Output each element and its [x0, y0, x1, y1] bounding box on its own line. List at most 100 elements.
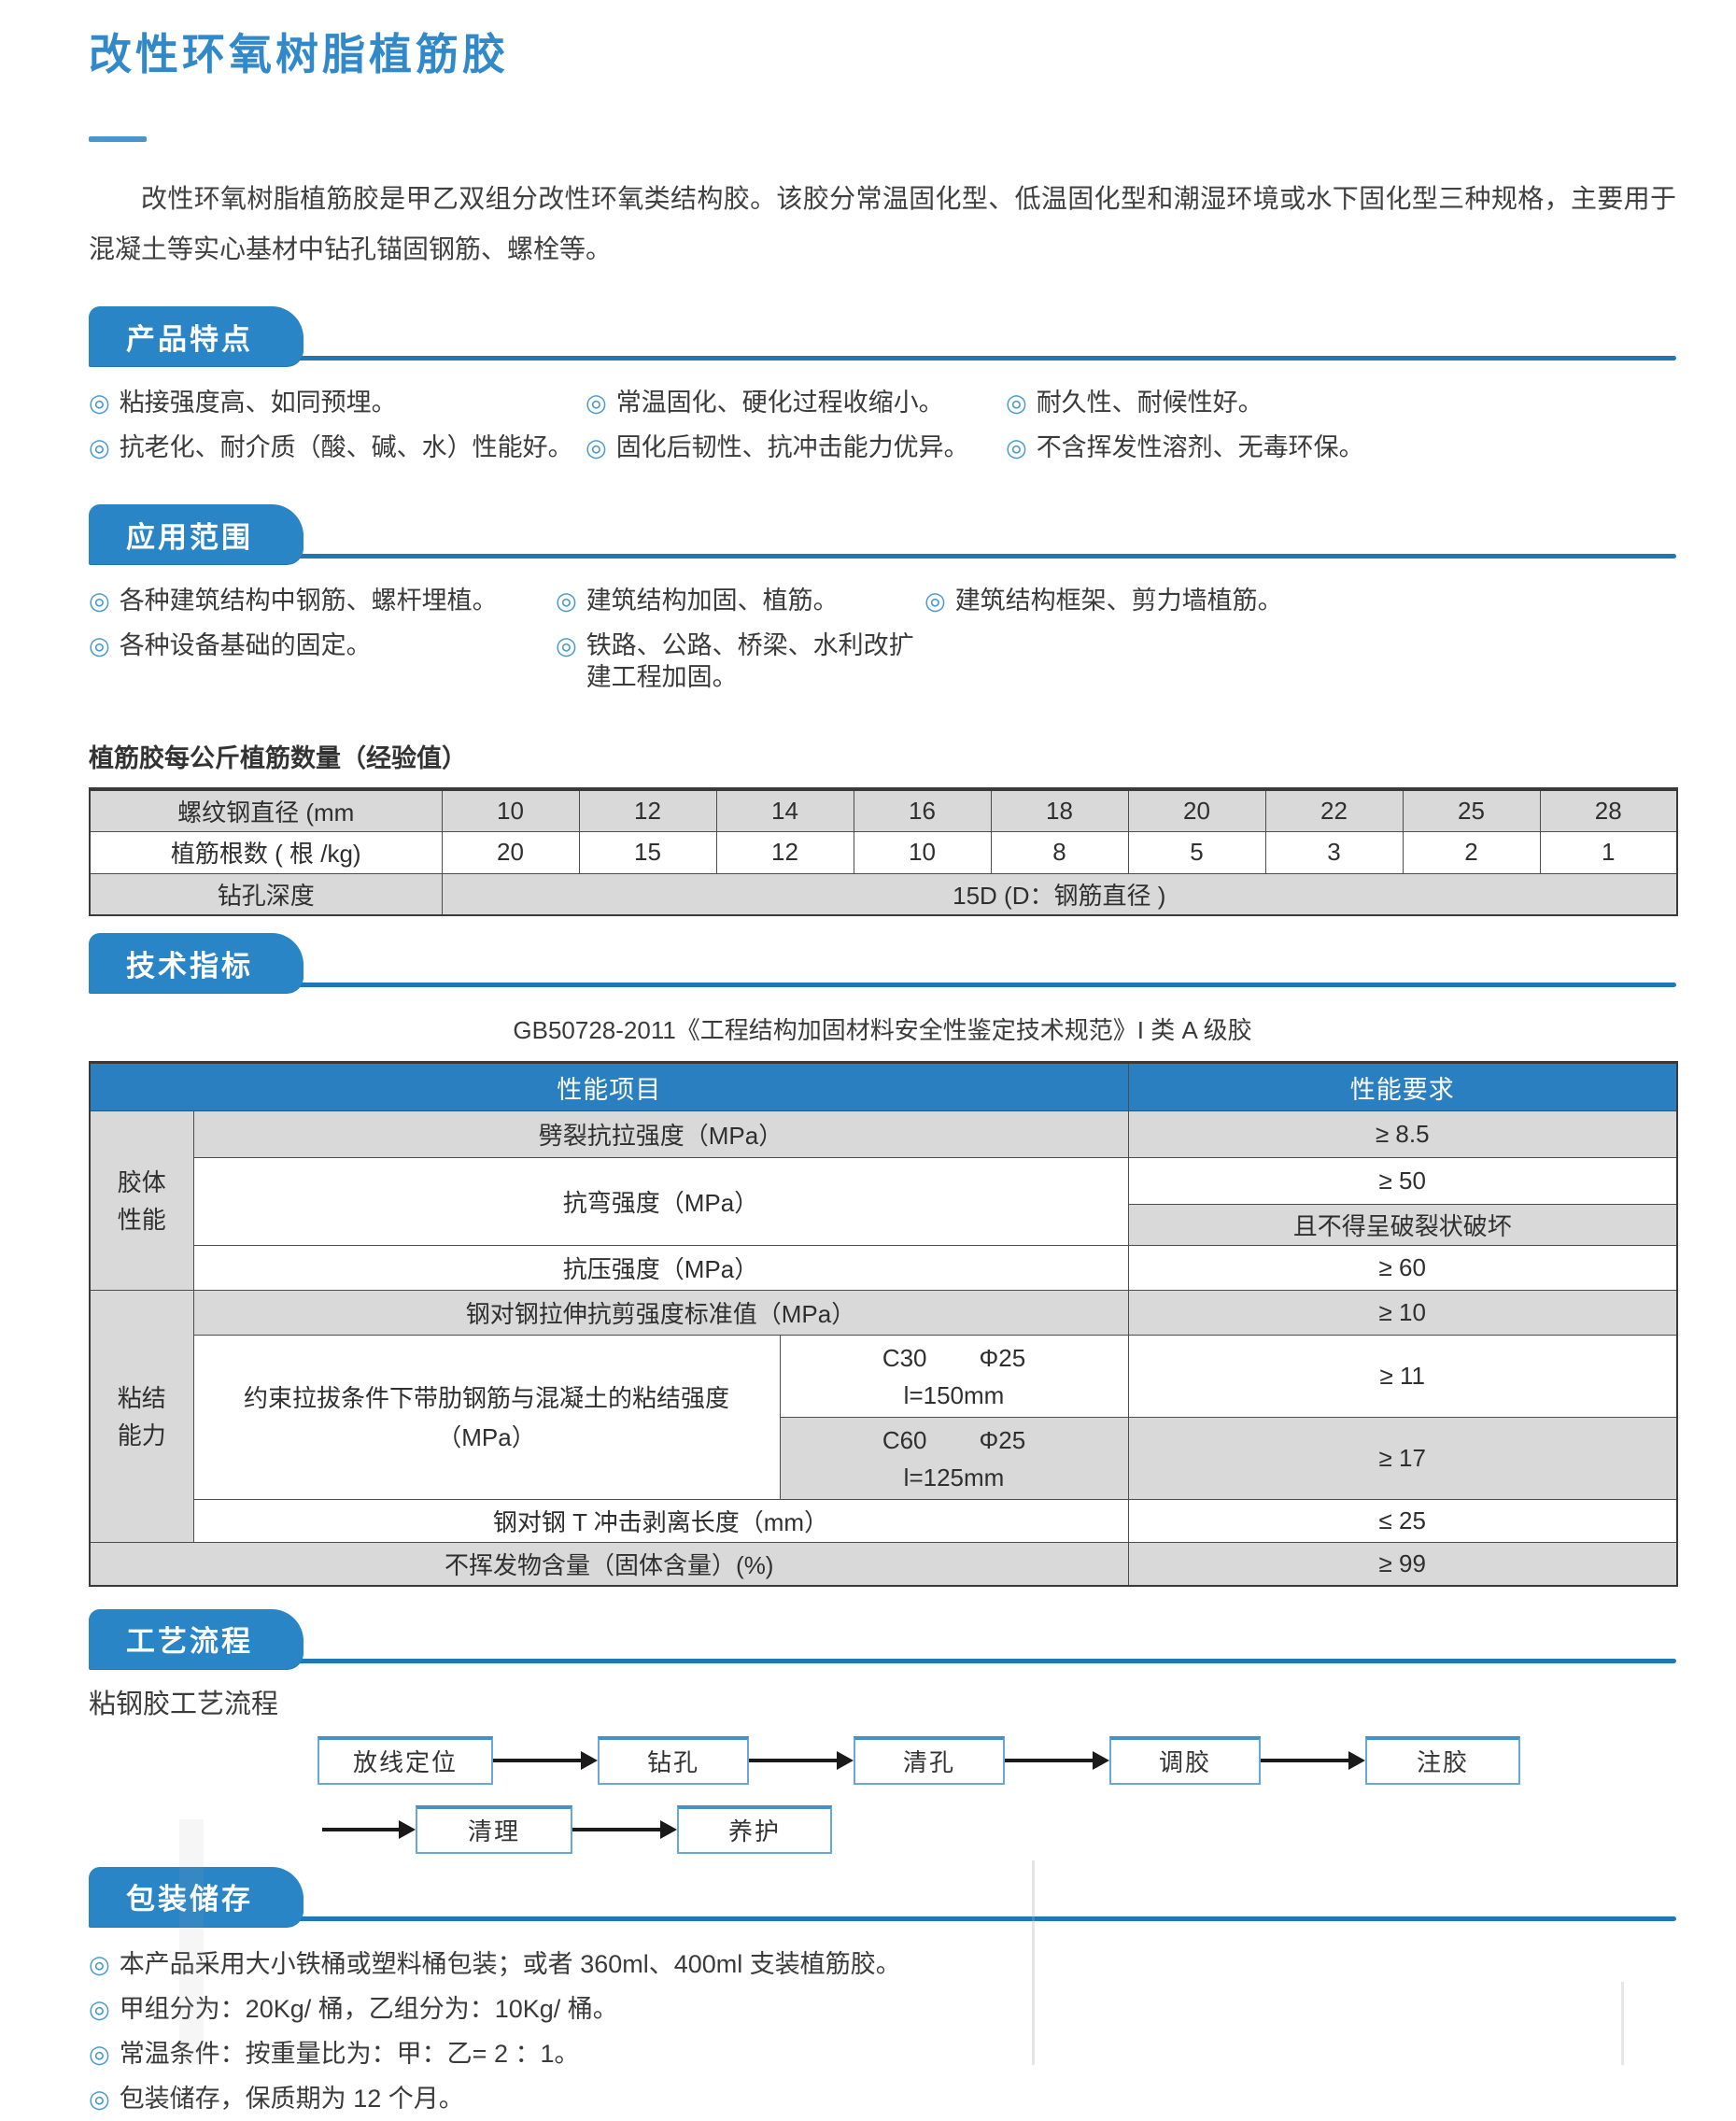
bullet-icon: ◎ [1006, 389, 1027, 417]
condition-cell: C60 Φ25 l=125mm [779, 1417, 1129, 1500]
section-header-packaging: 包装储存 [89, 1866, 1676, 1927]
list-item: ◎ 包装储存，保质期为 12 个月。 [89, 2076, 1676, 2121]
packaging-text: 甲组分为：20Kg/ 桶，乙组分为：10Kg/ 桶。 [119, 1994, 618, 2023]
section-title: 包装储存 [126, 1883, 253, 1916]
bullet-icon: ◎ [89, 587, 110, 615]
requirement-cell: ≥ 17 [1127, 1417, 1678, 1500]
section-badge-features: 产品特点 [89, 306, 303, 366]
count-value: 5 [1127, 830, 1266, 874]
list-item: ◎ 不含挥发性溶剂、无毒环保。 [1006, 431, 1676, 463]
section-rule [91, 356, 1676, 361]
diameter-value: 12 [578, 788, 717, 832]
arrow-right-icon [1005, 1750, 1109, 1770]
feature-text: 耐久性、耐候性好。 [1036, 389, 1263, 417]
bullet-icon: ◎ [924, 587, 946, 615]
packaging-list: ◎ 本产品采用大小铁桶或塑料桶包装；或者 360ml、400ml 支装植筋胶。 ◎… [89, 1942, 1676, 2121]
flow-step: 注胶 [1365, 1735, 1520, 1785]
bullet-icon: ◎ [586, 389, 607, 417]
list-item: ◎ 甲组分为：20Kg/ 桶，乙组分为：10Kg/ 桶。 [89, 1987, 1676, 2031]
property-cell: 约束拉拔条件下带肋钢筋与混凝土的粘结强度 （MPa） [192, 1335, 781, 1500]
feature-text: 不含挥发性溶剂、无毒环保。 [1036, 433, 1364, 461]
section-title: 工艺流程 [126, 1625, 253, 1658]
embed-length: l=125mm [903, 1463, 1005, 1492]
col-header-item: 性能项目 [89, 1062, 1129, 1111]
tech-table: 性能项目 性能要求 胶体性能 劈裂抗拉强度（MPa） ≥ 8.5 抗弯强度（MP… [89, 1061, 1679, 1587]
feature-text: 常温固化、硬化过程收缩小。 [615, 389, 944, 417]
list-item: ◎ 各种建筑结构中钢筋、螺杆埋植。 [89, 585, 556, 616]
diameter-value: 16 [853, 788, 992, 832]
requirement-cell: ≥ 99 [1127, 1542, 1678, 1586]
property-cell: 钢对钢拉伸抗剪强度标准值（MPa） [192, 1290, 1129, 1336]
row-header-diameter: 螺纹钢直径 (mm [89, 788, 443, 832]
table-row: 胶体性能 劈裂抗拉强度（MPa） ≥ 8.5 [89, 1110, 1678, 1291]
dosage-table-title: 植筋胶每公斤植筋数量（经验值） [89, 744, 467, 772]
table-row: 抗压强度（MPa） ≥ 60 [90, 1245, 1678, 1291]
list-item: ◎ 常温固化、硬化过程收缩小。 [586, 387, 1006, 418]
list-item: ◎ 本产品采用大小铁桶或塑料桶包装；或者 360ml、400ml 支装植筋胶。 [89, 1942, 1676, 1987]
bullet-icon: ◎ [89, 2084, 110, 2113]
table-row: 植筋根数 ( 根 /kg) 20 15 12 10 8 5 3 2 1 [89, 830, 1678, 874]
table-row: 不挥发物含量（固体含量）(%) ≥ 99 [89, 1542, 1678, 1586]
table-row: C60 Φ25 l=125mm ≥ 17 [90, 1417, 1678, 1500]
list-item: ◎ 耐久性、耐候性好。 [1006, 387, 1676, 418]
application-text: 各种建筑结构中钢筋、螺杆埋植。 [119, 587, 498, 615]
flow-step: 清孔 [854, 1735, 1005, 1785]
table-header-row: 性能项目 性能要求 [89, 1062, 1678, 1111]
section-header-applications: 应用范围 [89, 504, 1676, 564]
table-row: 抗弯强度（MPa） ≥ 50 [90, 1157, 1678, 1246]
arrow-right-icon [572, 1819, 677, 1839]
bullet-icon: ◎ [586, 433, 607, 461]
requirement-cell: ≥ 11 [1127, 1335, 1678, 1418]
requirement-cell: ≥ 50 [1127, 1157, 1678, 1205]
section-rule [91, 1658, 1676, 1663]
table-row: 且不得呈破裂状破坏 [90, 1204, 1678, 1246]
bullet-icon: ◎ [556, 631, 577, 659]
section-header-process: 工艺流程 [89, 1608, 1676, 1669]
count-value: 3 [1264, 830, 1404, 874]
flow-step: 养护 [677, 1804, 832, 1854]
diameter-value: 22 [1264, 788, 1404, 832]
process-flow-row-1: 放线定位 钻孔 清孔 调胶 注胶 [318, 1735, 1676, 1785]
bullet-icon: ◎ [1006, 433, 1027, 461]
application-text: 铁路、公路、桥梁、水利改扩建工程加固。 [586, 631, 914, 691]
count-value: 1 [1539, 830, 1678, 874]
table-row: 钢对钢 T 冲击剥离长度（mm） ≤ 25 [90, 1499, 1678, 1543]
concrete-grade: C60 [882, 1425, 927, 1454]
row-header-count: 植筋根数 ( 根 /kg) [89, 830, 443, 874]
standard-reference: GB50728-2011《工程结构加固材料安全性鉴定技术规范》I 类 A 级胶 [513, 1016, 1252, 1044]
bullet-icon: ◎ [89, 2039, 110, 2068]
rebar-diameter: Φ25 [979, 1343, 1026, 1372]
page-content: 改性环氧树脂植筋胶 改性环氧树脂植筋胶是甲乙双组分改性环氧类结构胶。该胶分常温固… [89, 0, 1679, 2121]
title-underline [89, 136, 147, 142]
list-item: ◎ 常温条件：按重量比为：甲：乙= 2 ：1。 [89, 2031, 1676, 2076]
section-badge-packaging: 包装储存 [89, 1866, 303, 1927]
section-header-tech: 技术指标 [89, 933, 1676, 993]
arrow-right-icon [1261, 1750, 1365, 1770]
bullet-icon: ◎ [89, 1949, 110, 1978]
property-cell: 抗压强度（MPa） [192, 1245, 1129, 1291]
embed-length: l=150mm [903, 1380, 1005, 1409]
diameter-value: 14 [715, 788, 854, 832]
feature-text: 粘接强度高、如同预埋。 [119, 389, 397, 417]
section-rule [91, 1916, 1676, 1921]
bullet-icon: ◎ [89, 433, 110, 461]
section-rule [91, 983, 1676, 987]
diameter-value: 28 [1539, 788, 1678, 832]
condition-cell: C30 Φ25 l=150mm [779, 1335, 1129, 1418]
bullet-icon: ◎ [556, 587, 577, 615]
arrow-right-icon [493, 1750, 598, 1770]
bullet-icon: ◎ [89, 631, 110, 659]
features-list: ◎ 粘接强度高、如同预埋。 ◎ 常温固化、硬化过程收缩小。 ◎ 耐久性、耐候性好。 ◎… [89, 387, 1676, 463]
table-row: 钻孔深度 15D (D：钢筋直径 ) [89, 872, 1678, 916]
group-label-body: 胶体性能 [89, 1110, 194, 1291]
requirement-cell: 且不得呈破裂状破坏 [1127, 1204, 1678, 1246]
table-row: 螺纹钢直径 (mm 10 12 14 16 18 20 22 25 28 [89, 788, 1678, 832]
arrow-right-icon [749, 1750, 854, 1770]
section-badge-applications: 应用范围 [89, 504, 303, 564]
requirement-cell: ≤ 25 [1127, 1499, 1678, 1543]
section-title: 技术指标 [126, 949, 253, 983]
flow-step: 清理 [416, 1804, 572, 1854]
property-cell: 抗弯强度（MPa） [192, 1157, 1129, 1246]
list-item: ◎ 各种设备基础的固定。 [89, 629, 556, 693]
watermark-sketch [1621, 1982, 1624, 2065]
